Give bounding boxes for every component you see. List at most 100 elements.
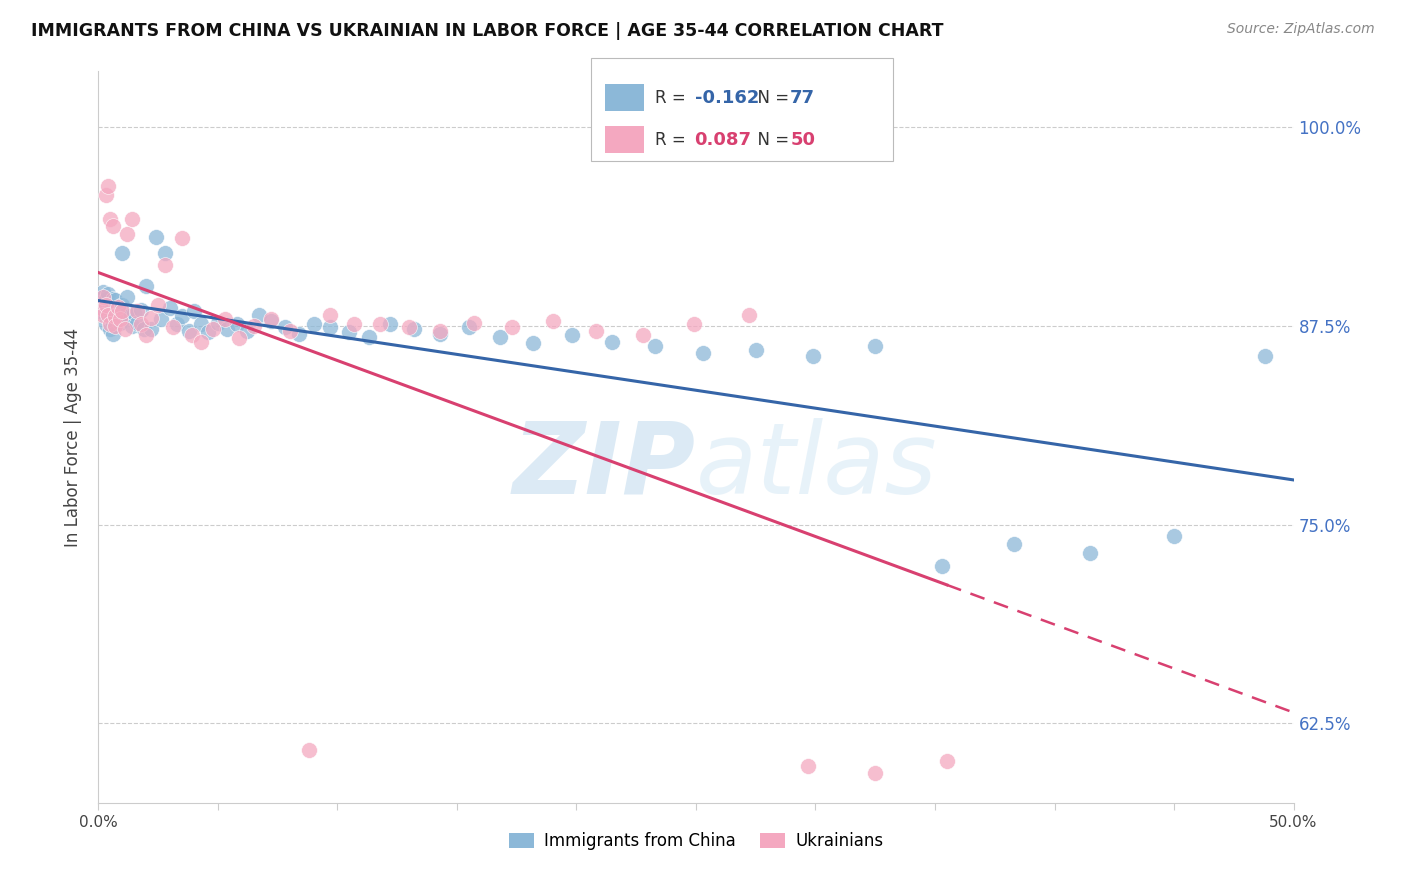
Point [1163,529,1185,543]
Point [522,336,544,351]
Text: -0.162: -0.162 [695,88,759,107]
Point [429,326,451,341]
Point [319,320,342,334]
Point [682,317,704,331]
Point [339,325,361,339]
Point [745,343,768,357]
Point [302,317,325,331]
Point [98,322,122,336]
Point [94,188,117,202]
Point [202,322,225,336]
Point [91,308,114,322]
Point [101,219,124,233]
Point [90,294,112,309]
Point [104,302,127,317]
Text: 50: 50 [790,130,815,149]
Point [797,759,820,773]
Point [936,755,959,769]
Point [97,310,120,325]
Point [98,304,122,318]
Point [692,346,714,360]
Text: IMMIGRANTS FROM CHINA VS UKRAINIAN IN LABOR FORCE | AGE 35-44 CORRELATION CHART: IMMIGRANTS FROM CHINA VS UKRAINIAN IN LA… [31,22,943,40]
Text: N =: N = [747,88,794,107]
Point [148,298,170,312]
Point [274,320,297,334]
Point [115,290,138,304]
Point [501,320,523,334]
Point [172,310,194,324]
Point [298,743,321,757]
Point [118,310,141,324]
Point [402,322,425,336]
Point [121,212,143,227]
Text: ZIP: ZIP [513,417,696,515]
Point [125,304,148,318]
Legend: Immigrants from China, Ukrainians: Immigrants from China, Ukrainians [502,825,890,856]
Point [111,298,134,312]
Text: Source: ZipAtlas.com: Source: ZipAtlas.com [1227,22,1375,37]
Point [541,314,564,328]
Point [97,301,120,316]
Point [319,308,342,322]
Point [190,317,212,331]
Point [865,765,887,780]
Point [370,317,392,331]
Point [104,310,127,324]
Point [1254,349,1277,363]
Point [247,308,270,322]
Point [125,316,148,330]
Point [101,326,124,341]
Text: N =: N = [747,130,794,149]
Point [183,304,205,318]
Point [149,312,172,326]
Point [633,328,655,343]
Point [226,317,249,331]
Point [190,334,212,349]
Point [561,328,583,343]
Point [111,304,134,318]
Point [131,302,153,317]
Text: R =: R = [655,130,692,149]
Point [458,320,481,334]
Point [101,292,124,306]
Point [139,322,162,336]
Point [114,308,136,322]
Point [115,227,138,241]
Point [489,330,512,344]
Point [166,317,188,331]
Point [108,312,131,326]
Point [162,320,184,334]
Point [602,334,624,349]
Point [101,316,124,330]
Point [243,318,266,333]
Point [90,301,112,316]
Point [94,317,117,331]
Point [104,293,127,308]
Text: atlas: atlas [696,417,938,515]
Point [132,322,155,336]
Point [931,558,953,573]
Point [644,339,666,353]
Point [121,318,143,333]
Point [90,290,112,304]
Point [228,331,250,345]
Point [180,328,202,343]
Point [107,312,129,326]
Point [94,292,117,306]
Point [124,306,146,320]
Point [235,324,257,338]
Point [98,314,122,328]
Point [585,324,607,338]
Point [104,318,127,333]
Point [217,322,239,336]
Point [801,349,824,363]
Point [97,178,120,193]
Point [135,328,157,343]
Point [114,322,136,336]
Point [91,290,114,304]
Point [865,339,887,353]
Point [1080,546,1102,560]
Point [207,316,229,330]
Text: R =: R = [655,88,692,107]
Text: 77: 77 [790,88,815,107]
